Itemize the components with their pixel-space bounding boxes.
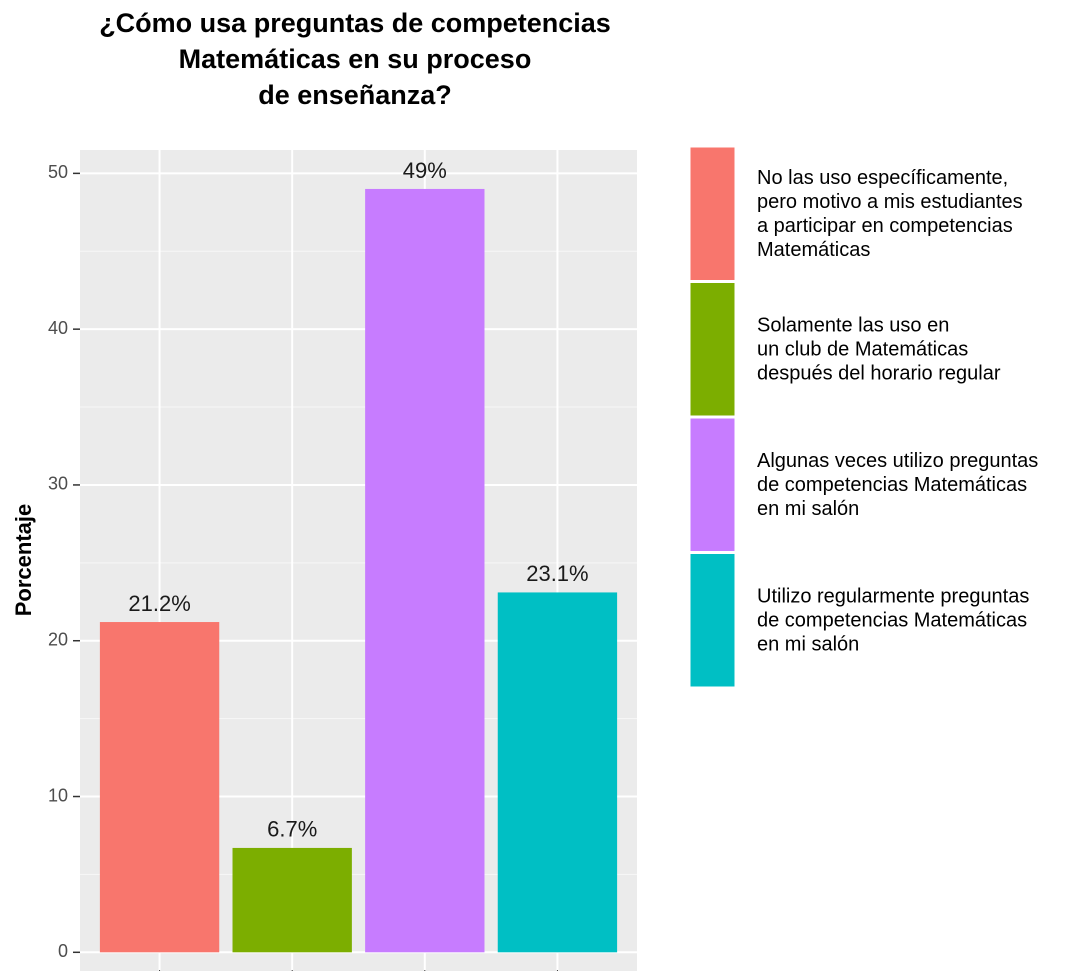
chart-title: Matemáticas en su proceso	[179, 44, 532, 74]
legend-label: en mi salón	[757, 498, 859, 520]
legend-label: de competencias Matemáticas	[757, 610, 1027, 632]
y-tick-label: 40	[48, 318, 68, 338]
legend-label: Utilizo regularmente preguntas	[757, 586, 1029, 608]
legend-key	[689, 553, 736, 688]
legend-label: Solamente las uso en	[757, 315, 949, 337]
value-label: 6.7%	[267, 817, 317, 842]
legend-label: Algunas veces utilizo preguntas	[757, 450, 1038, 472]
y-tick-label: 30	[48, 474, 68, 494]
chart-title: ¿Cómo usa preguntas de competencias	[99, 8, 611, 38]
value-label: 49%	[403, 158, 447, 183]
chart-title: de enseñanza?	[258, 80, 452, 110]
legend-label: después del horario regular	[757, 363, 1001, 385]
legend-key	[689, 282, 736, 417]
value-label: 23.1%	[526, 561, 588, 586]
y-tick-label: 0	[58, 941, 68, 961]
legend-label: Matemáticas	[757, 239, 870, 261]
y-axis-label: Porcentaje	[11, 504, 36, 617]
bar	[365, 188, 485, 953]
legend-key	[689, 146, 736, 281]
legend-label: pero motivo a mis estudiantes	[757, 191, 1023, 213]
y-tick-label: 10	[48, 785, 68, 805]
bar	[497, 592, 618, 953]
legend-label: de competencias Matemáticas	[757, 474, 1027, 496]
legend-label: No las uso específicamente,	[757, 167, 1008, 189]
y-tick-label: 20	[48, 629, 68, 649]
legend-label: en mi salón	[757, 634, 859, 656]
value-label: 21.2%	[128, 591, 190, 616]
legend-label: un club de Matemáticas	[757, 339, 968, 361]
y-tick-label: 50	[48, 162, 68, 182]
bar	[99, 622, 220, 953]
legend-label: a participar en competencias	[757, 215, 1013, 237]
bar	[232, 847, 352, 953]
legend-key	[689, 417, 736, 552]
